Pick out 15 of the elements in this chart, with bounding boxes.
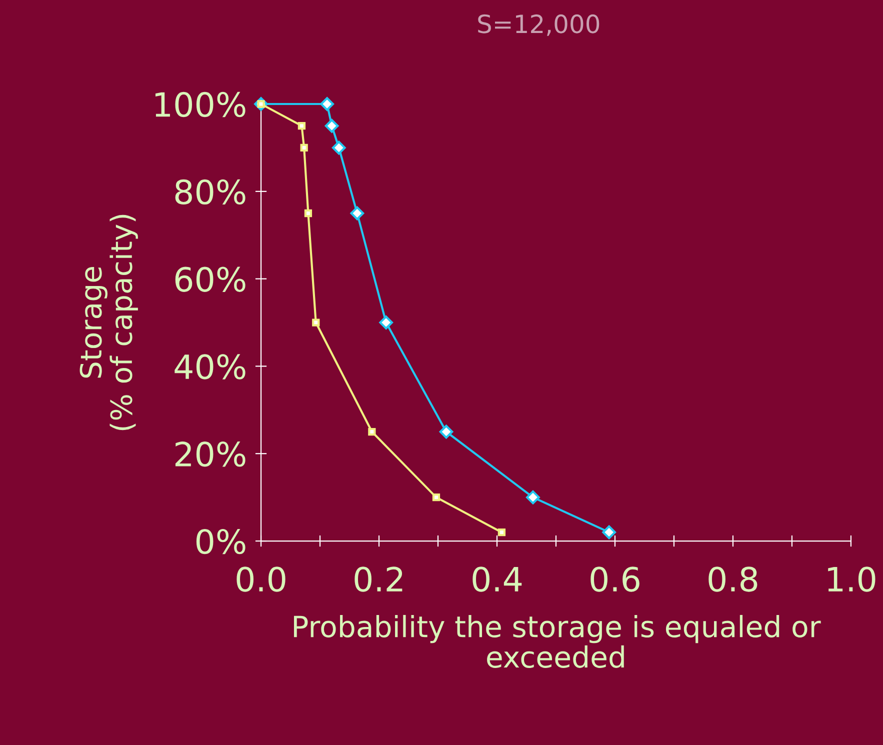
y-axis-title: Storage (% of capacity) bbox=[80, 214, 138, 430]
x-tick-label: 0.6 bbox=[590, 566, 640, 592]
chart-title: S=12,000 bbox=[478, 14, 600, 36]
x-tick-label: 0.2 bbox=[354, 566, 402, 592]
y-tick-label: 80% bbox=[175, 179, 246, 205]
y-tick-label: 40% bbox=[174, 354, 246, 380]
x-tick-label: 0.4 bbox=[472, 566, 522, 592]
x-tick-label: 0.8 bbox=[708, 566, 758, 592]
y-tick-label: 0% bbox=[196, 528, 246, 554]
y-tick-label: 100% bbox=[155, 92, 246, 118]
x-tick-label: 1.0 bbox=[828, 566, 876, 592]
y-tick-label: 20% bbox=[175, 442, 246, 467]
x-tick-label: 0.0 bbox=[236, 566, 286, 592]
y-tick-label: 60% bbox=[175, 266, 246, 292]
x-axis-title: Probability the storage is equaled or exceeded bbox=[294, 614, 821, 668]
